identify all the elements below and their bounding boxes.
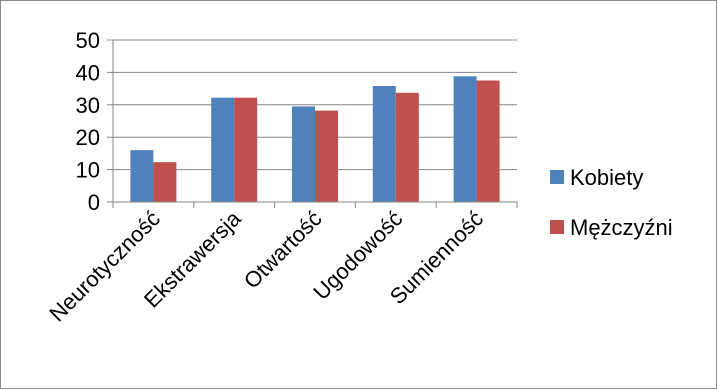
bar-mezczyzni xyxy=(315,110,338,202)
y-tick-label: 40 xyxy=(76,60,100,85)
bar-mezczyzni xyxy=(153,162,177,202)
x-tick-label: Otwartość xyxy=(239,206,327,294)
x-tick-labels: NeurotycznośćEkstrawersjaOtwartośćUgodow… xyxy=(44,205,488,326)
bar-mezczyzni xyxy=(476,80,500,202)
bars xyxy=(130,76,500,202)
bar-kobiety xyxy=(130,150,154,202)
y-tick-label: 20 xyxy=(76,125,100,150)
bar-kobiety xyxy=(211,97,235,202)
axes xyxy=(107,39,518,208)
bar-mezczyzni xyxy=(234,97,258,202)
y-tick-label: 30 xyxy=(76,93,100,118)
y-tick-label: 50 xyxy=(76,28,100,53)
bar-mezczyzni xyxy=(395,92,419,202)
legend-label: Mężczyźni xyxy=(570,215,673,240)
bar-kobiety xyxy=(372,86,396,202)
y-tick-label: 10 xyxy=(76,158,100,183)
gridlines xyxy=(113,39,517,171)
legend: Kobiety Mężczyźni xyxy=(550,165,673,240)
bar-kobiety xyxy=(453,76,477,202)
y-tick-labels: 0 10 20 30 40 50 xyxy=(76,28,100,215)
legend-label: Kobiety xyxy=(570,165,643,190)
legend-swatch xyxy=(550,220,564,234)
x-tick-label: Neurotyczność xyxy=(44,206,165,327)
legend-swatch xyxy=(550,170,564,184)
y-tick-label: 0 xyxy=(88,190,100,215)
bar-kobiety xyxy=(292,106,315,202)
